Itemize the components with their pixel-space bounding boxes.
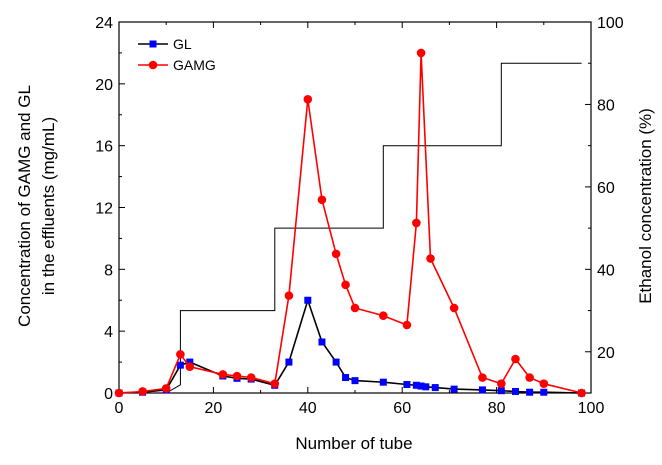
y-axis-right: 20 40 60 80 100 [585,15,624,394]
data-point-gamg [303,94,313,104]
data-point-gamg [218,370,228,379]
y-left-tick-label: 4 [104,324,113,341]
data-point-gamg [331,249,341,259]
data-point-gamg [478,373,487,382]
data-point-gamg [525,373,534,382]
y-left-tick-label: 0 [104,386,113,403]
legend-marker-gamg [148,60,158,70]
x-tick-label: 20 [205,400,223,417]
data-point-gl [412,381,420,389]
series-line-gamg [118,52,582,394]
data-point-gl [417,382,425,390]
data-point-gamg [416,48,426,58]
legend-label-gl: GL [173,36,192,52]
data-point-gl [342,374,350,382]
data-point-gl [379,378,387,386]
y-right-tick-label: 100 [597,15,624,32]
data-point-gamg [426,254,435,263]
y-left-tick-label: 8 [104,262,113,279]
x-tick-label: 40 [299,400,317,417]
data-point-gamg [341,280,350,290]
legend-marker-gl [149,40,157,48]
y-right-tick-label: 20 [597,345,615,362]
data-point-gl [332,358,340,366]
series-line-gl [118,297,582,394]
data-point-gl [478,386,486,394]
y-left-tick-label: 24 [95,15,113,32]
data-point-gl [351,377,359,385]
data-point-gamg [161,384,171,393]
y-left-tick-label: 12 [95,201,113,218]
y-left-tick-label: 20 [95,77,113,94]
series-line-ethanol [119,62,582,394]
data-point-gamg [317,195,327,205]
data-point-gamg [402,320,412,330]
data-point-gl [285,358,293,366]
data-point-gamg [185,362,195,372]
data-point-gl [540,388,548,396]
y-axis-left-title-line2: in the effluents (mg/mL) [39,117,58,295]
series-layer [114,48,586,398]
x-tick-label: 0 [115,400,124,417]
data-point-gl [511,387,519,395]
plot-border [118,21,592,394]
data-point-gamg [350,303,360,313]
data-point-gamg [379,311,388,321]
data-point-gl [186,358,194,366]
data-point-gamg [114,388,124,398]
data-point-gamg [497,379,506,389]
y-left-tick-label: 16 [95,139,113,156]
legend-label-gamg: GAMG [173,57,216,73]
data-point-gl [176,361,184,369]
data-point-gamg [449,303,459,313]
data-point-gl [497,387,505,395]
data-point-gamg [176,350,185,359]
y-right-tick-label: 60 [597,180,615,197]
x-tick-label: 80 [488,400,506,417]
data-point-gamg [284,291,294,300]
x-axis-title: Number of tube [295,434,412,453]
data-point-gamg [539,379,549,389]
y-right-tick-label: 40 [597,262,615,279]
data-point-gamg [412,218,421,228]
y-axis-right-title: Ethanol concentration (%) [636,108,655,304]
y-axis-left: 0 4 8 12 16 20 24 [95,15,125,403]
data-point-gamg [246,373,256,382]
x-tick-label: 100 [578,400,605,417]
x-tick-label: 60 [393,400,411,417]
legend: GL GAMG [138,36,216,73]
plot-frame [118,21,592,394]
y-right-tick-label: 80 [597,97,615,114]
data-point-gl [403,380,411,388]
data-point-gamg [232,371,242,381]
data-point-gl [422,383,430,391]
data-point-gl [431,384,439,392]
data-point-gl [450,385,458,393]
data-point-gl [304,296,312,304]
data-point-gamg [511,354,520,364]
x-axis: 0 20 40 60 80 100 [115,22,605,417]
data-point-gl [526,388,534,396]
y-axis-left-title-line1: Concentration of GAMG and GL [15,85,34,327]
data-point-gl [318,338,326,346]
data-point-gamg [138,387,147,396]
data-point-gamg [270,379,280,389]
data-point-gamg [577,388,586,398]
